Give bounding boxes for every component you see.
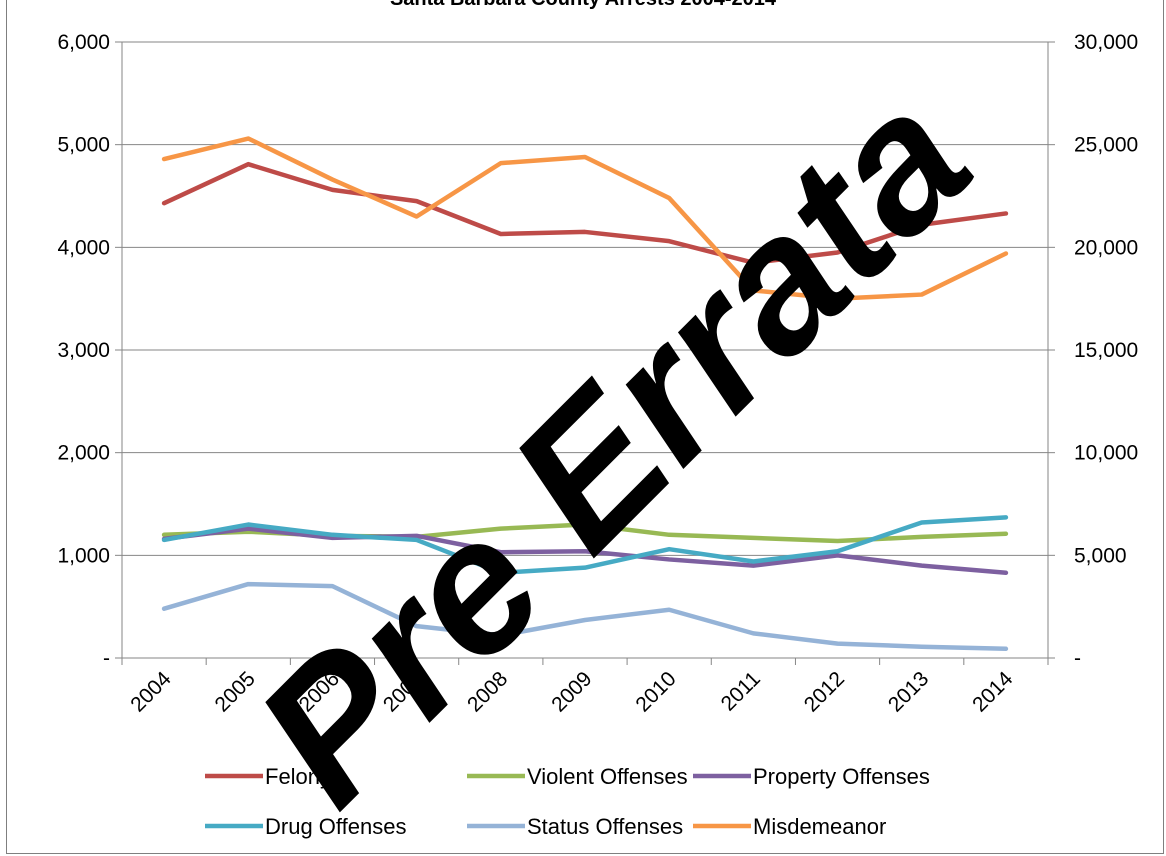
x-tick-label: 2013 (884, 667, 933, 716)
x-tick-label: 2012 (800, 667, 849, 716)
left-tick-label: 6,000 (57, 31, 110, 54)
x-tick-label: 2011 (717, 667, 765, 715)
left-tick-label: 3,000 (57, 339, 110, 362)
legend-label: Status Offenses (527, 814, 683, 839)
series-line-property-offenses (161, 526, 1009, 576)
legend-label: Drug Offenses (265, 814, 406, 839)
chart-title: Santa Barbara County Arrests 2004-2014 (0, 0, 1166, 11)
right-tick-label: 5,000 (1074, 544, 1127, 567)
x-tick-label: 2009 (547, 667, 596, 716)
x-tick-label: 2014 (968, 667, 1018, 717)
legend-label: Misdemeanor (753, 814, 886, 839)
legend-label: Violent Offenses (527, 764, 688, 789)
legend-label: Property Offenses (753, 764, 930, 789)
left-tick-label: - (103, 647, 110, 670)
right-tick-label: 10,000 (1074, 442, 1138, 465)
legend-label: Felony (265, 764, 331, 789)
series-line-drug-offenses (161, 515, 1009, 576)
series-line-misdemeanor (161, 136, 1009, 301)
left-tick-label: 1,000 (57, 544, 110, 567)
right-tick-label: 30,000 (1074, 31, 1138, 54)
chart-border (6, 0, 1164, 854)
right-tick-label: - (1074, 647, 1081, 670)
series-line-status-offenses (161, 581, 1009, 652)
x-tick-label: 2004 (126, 667, 176, 717)
series-line-felony (161, 161, 1009, 265)
left-tick-label: 5,000 (57, 134, 110, 157)
x-tick-label: 2010 (631, 667, 680, 716)
left-tick-label: 4,000 (57, 236, 110, 259)
right-tick-label: 15,000 (1074, 339, 1138, 362)
right-tick-label: 25,000 (1074, 134, 1138, 157)
left-tick-label: 2,000 (57, 442, 110, 465)
right-tick-label: 20,000 (1074, 236, 1138, 259)
